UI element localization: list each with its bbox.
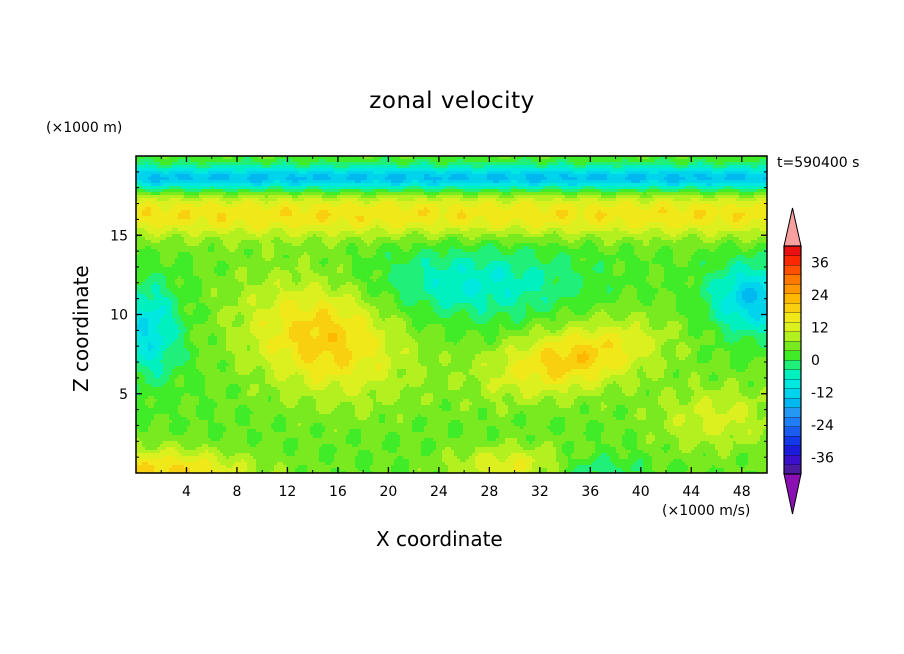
colorbar-segment [783,321,802,332]
x-axis-label: X coordinate [376,527,503,551]
colorbar-segment [783,359,802,370]
colorbar-under-triangle [783,473,802,515]
colorbar-segment [783,397,802,408]
x-tick-label: 44 [682,484,700,500]
colorbar-segment [783,245,802,256]
velocity-field [136,156,768,474]
colorbar-tick-label: -24 [811,418,834,434]
colorbar-segment [783,312,802,323]
colorbar-segment [783,350,802,361]
colorbar-segment [783,369,802,380]
x-tick-label: 40 [632,484,650,500]
x-tick-label: 36 [581,484,599,500]
colorbar-segment [783,255,802,266]
colorbar-tick-label: 0 [811,353,820,369]
x-unit-label: (×1000 m/s) [662,503,750,519]
x-tick-label: 24 [430,484,448,500]
x-tick-label: 32 [531,484,549,500]
colorbar-segment [783,293,802,304]
colorbar-segment [783,264,802,275]
y-unit-label: (×1000 m) [46,120,122,136]
x-tick-label: 28 [480,484,498,500]
colorbar-segment [783,435,802,446]
colorbar-over-triangle [783,207,802,247]
colorbar-segment [783,416,802,427]
colorbar-segment [783,331,802,342]
colorbar-segment [783,283,802,294]
colorbar-segment [783,302,802,313]
y-tick-label: 15 [110,228,128,244]
y-tick-label: 10 [110,308,128,324]
colorbar-segment [783,407,802,418]
colorbar: -36 -24 -12 0 12 24 36 [783,207,834,515]
colorbar-tick-label: -36 [811,451,834,467]
x-tick-label: 12 [279,484,297,500]
colorbar-tick-label: 12 [811,320,829,336]
colorbar-frame [783,245,802,475]
x-tick-label: 48 [733,484,751,500]
x-tick-label: 20 [379,484,397,500]
colorbar-segment [783,378,802,389]
x-tick-label: 4 [182,484,191,500]
colorbar-segment [783,340,802,351]
x-ticks: 4 8 12 16 20 24 28 32 36 40 44 48 [160,156,751,500]
colorbar-segment [783,464,802,475]
colorbar-segment [783,274,802,285]
colorbar-segment [783,454,802,465]
colorbar-segment [783,445,802,456]
y-ticks: 5 10 15 [110,171,767,458]
colorbar-segment [783,388,802,399]
colorbar-tick-label: -12 [811,386,834,402]
x-tick-label: 8 [232,484,241,500]
chart-title: zonal velocity [0,88,904,114]
colorbar-tick-label: 36 [811,255,829,271]
colorbar-tick-label: 24 [811,288,829,304]
y-tick-label: 5 [119,387,128,403]
colorbar-segment [783,426,802,437]
x-tick-label: 16 [329,484,347,500]
time-label: t=590400 s [777,155,859,171]
